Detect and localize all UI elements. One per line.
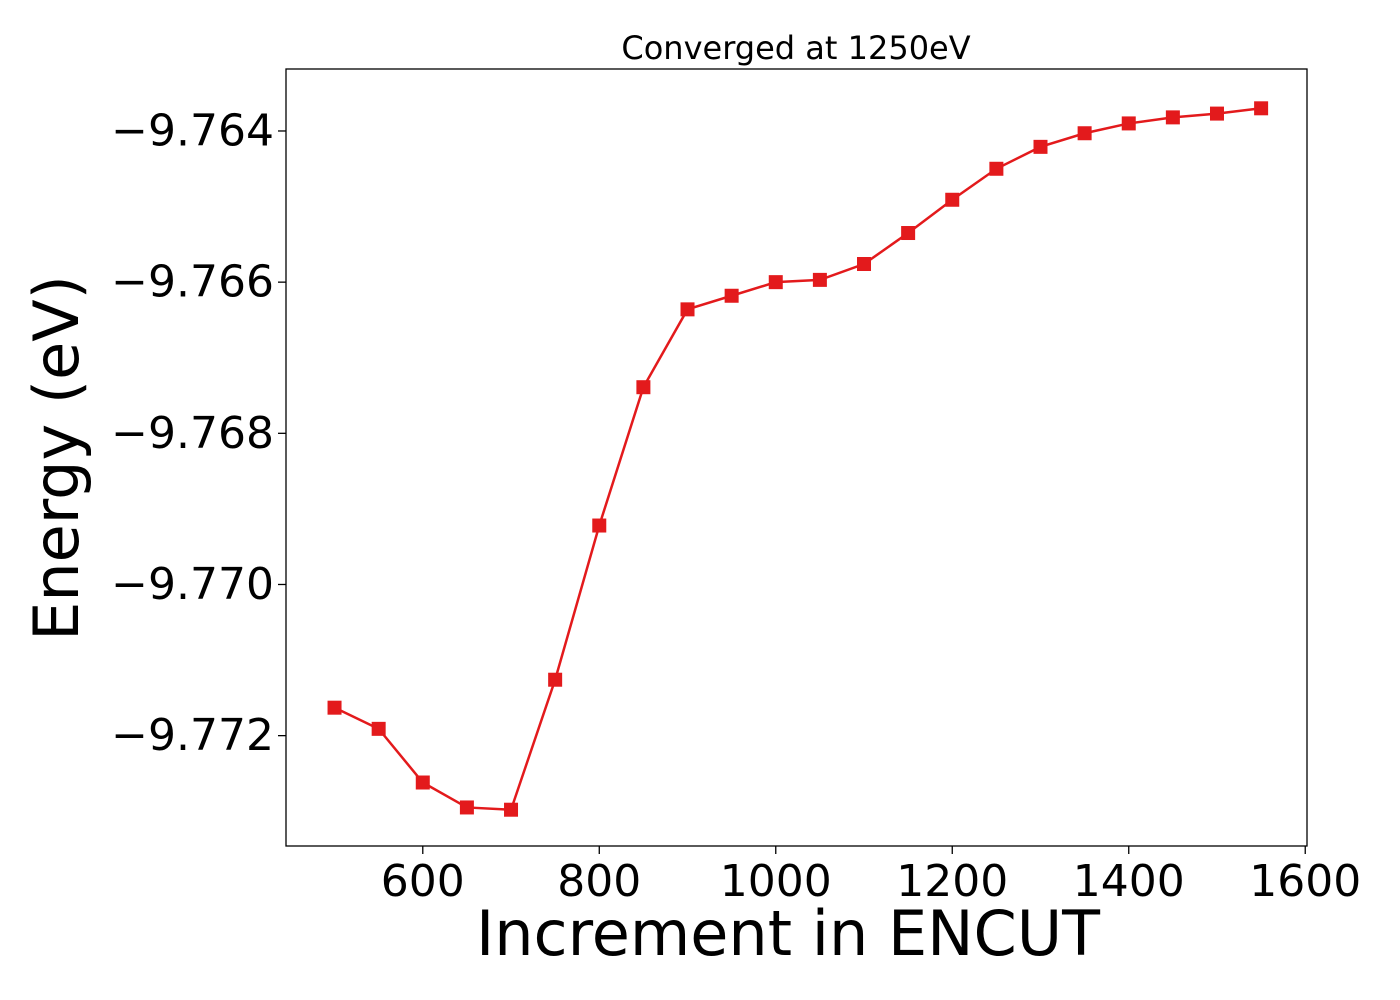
data-point: [548, 672, 563, 687]
data-point: [1254, 101, 1269, 116]
data-point: [415, 775, 430, 790]
series-line: [333, 107, 1262, 812]
data-point: [680, 302, 695, 317]
y-tick-label: −9.768: [111, 408, 274, 459]
data-point: [1209, 106, 1224, 121]
x-tick-label: 1600: [1249, 856, 1361, 907]
data-point: [989, 161, 1004, 176]
data-point: [768, 275, 783, 290]
data-point: [636, 380, 651, 395]
data-point: [945, 192, 960, 207]
data-point: [901, 226, 916, 241]
y-tick-label: −9.766: [111, 257, 274, 308]
data-point: [592, 518, 607, 533]
x-axis-title: Increment in ENCUT: [476, 897, 1101, 970]
x-tick-label: 1000: [720, 856, 832, 907]
x-tick-label: 800: [557, 856, 641, 907]
data-point: [504, 802, 519, 817]
x-tick-label: 1400: [1073, 856, 1185, 907]
x-tick-label: 1200: [896, 856, 1008, 907]
data-point: [857, 257, 872, 272]
data-point: [724, 288, 739, 303]
y-axis: −9.764 −9.766 −9.768 −9.770 −9.772: [111, 105, 286, 761]
y-tick-label: −9.770: [111, 559, 274, 610]
y-tick-label: −9.764: [111, 105, 274, 156]
x-tick-label: 600: [381, 856, 465, 907]
x-axis: 600 800 1000 1200 1400 1600: [381, 846, 1361, 907]
series-markers: [327, 101, 1269, 817]
data-point: [371, 721, 386, 736]
chart-title: Converged at 1250eV: [621, 29, 970, 67]
data-point: [327, 700, 342, 715]
data-point: [459, 800, 474, 815]
data-point: [1077, 126, 1092, 141]
data-point: [1033, 139, 1048, 154]
y-tick-label: −9.772: [111, 710, 274, 761]
data-point: [812, 272, 827, 287]
plot-frame: [285, 68, 1308, 847]
data-point: [1165, 110, 1180, 125]
data-point: [1121, 116, 1136, 131]
y-axis-title: Energy (eV): [20, 275, 93, 641]
